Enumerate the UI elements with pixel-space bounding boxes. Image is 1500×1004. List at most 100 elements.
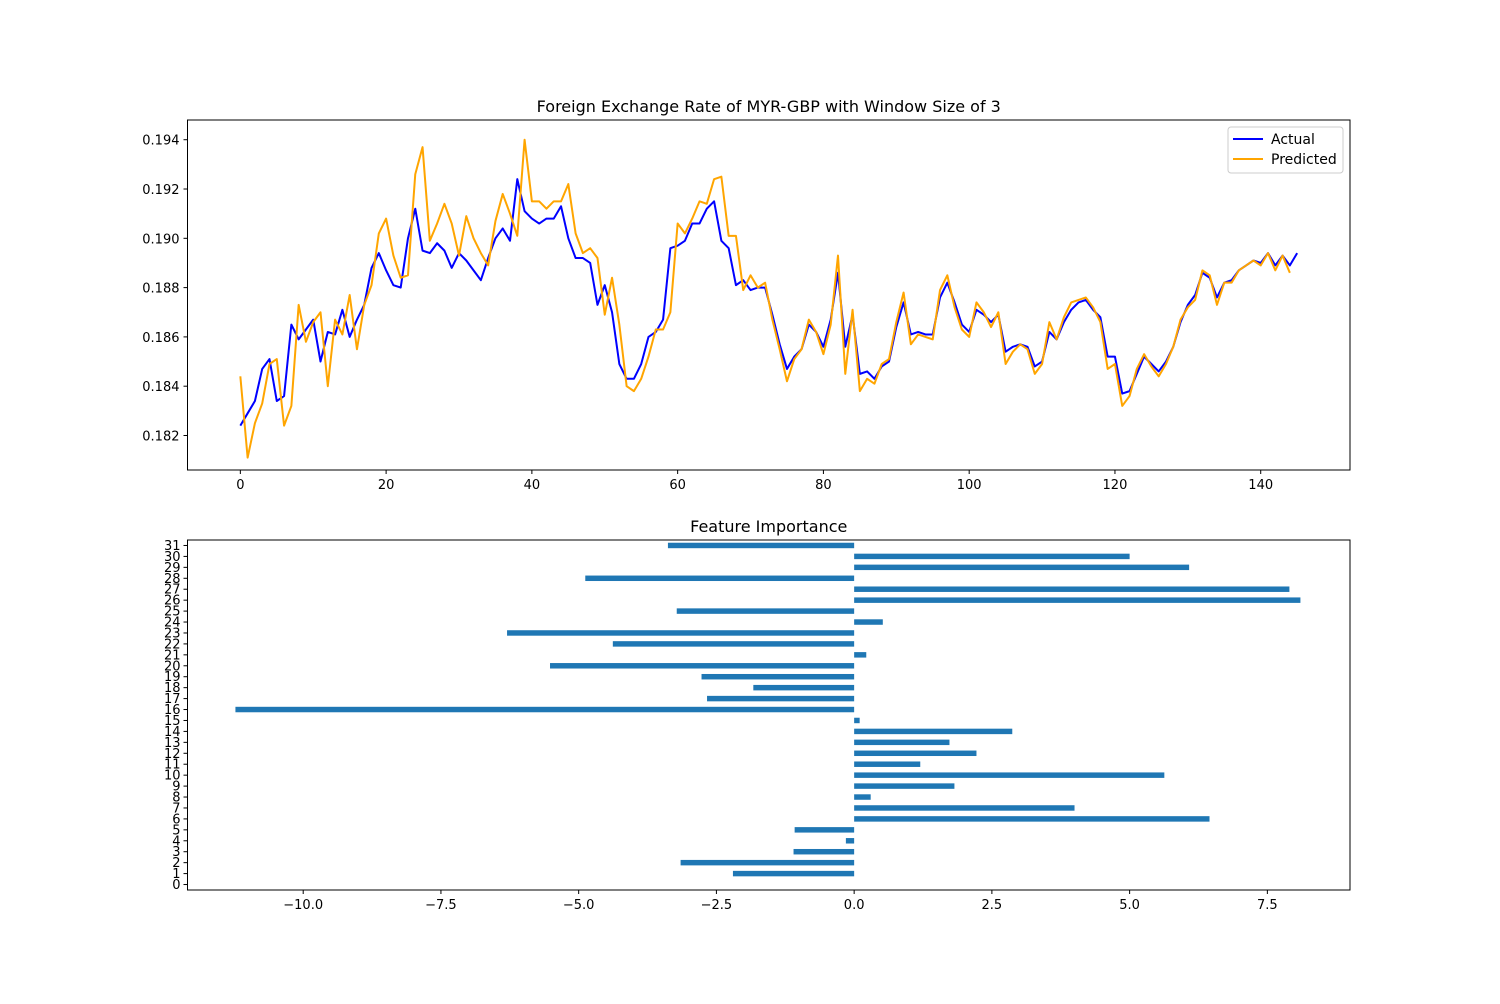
bar-y-tick-label: 25 bbox=[164, 605, 181, 620]
bar-layer bbox=[235, 542, 1301, 877]
feature-bar-13 bbox=[854, 739, 950, 746]
feature-bar-10 bbox=[854, 772, 1165, 778]
bar-y-tick-label: 22 bbox=[164, 637, 181, 652]
bar-y-tick-label: 31 bbox=[164, 539, 181, 554]
feature-bar-7 bbox=[854, 805, 1075, 811]
bar-y-tick-label: 4 bbox=[172, 834, 180, 849]
feature-bar-26 bbox=[854, 597, 1301, 603]
bar-x-tick-label: −2.5 bbox=[701, 898, 733, 913]
feature-bar-8 bbox=[854, 794, 871, 800]
feature-bar-6 bbox=[854, 816, 1210, 822]
feature-bar-20 bbox=[550, 663, 855, 669]
line-y-tick-label: 0.184 bbox=[142, 380, 179, 395]
legend-label-predicted: Predicted bbox=[1271, 152, 1337, 168]
bar-y-tick-label: 18 bbox=[164, 681, 181, 696]
line-y-tick-label: 0.190 bbox=[142, 232, 179, 247]
bar-y-tick-label: 20 bbox=[164, 659, 181, 674]
feature-bar-27 bbox=[854, 586, 1290, 592]
feature-bar-31 bbox=[667, 542, 855, 549]
line-y-tick-label: 0.188 bbox=[142, 282, 179, 297]
feature-bar-17 bbox=[707, 695, 855, 702]
line-series-layer bbox=[239, 138, 1299, 459]
bar-y-tick-label: 0 bbox=[172, 878, 180, 893]
feature-bar-23 bbox=[507, 630, 855, 636]
feature-bar-1 bbox=[732, 870, 855, 877]
bar-y-tick-label: 2 bbox=[172, 856, 180, 871]
line-y-tick-label: 0.192 bbox=[142, 183, 179, 198]
line-y-axis: 0.182 0.184 0.186 0.188 0.190 0.192 0.194 bbox=[142, 134, 188, 444]
bar-y-tick-label: 17 bbox=[164, 692, 181, 707]
feature-bar-16 bbox=[235, 706, 855, 713]
feature-bar-22 bbox=[612, 641, 855, 647]
bar-x-tick-label: −5.0 bbox=[563, 898, 595, 913]
legend: Actual Predicted bbox=[1227, 126, 1344, 174]
bar-chart-title: Feature Importance bbox=[690, 517, 847, 536]
bar-y-tick-label: 14 bbox=[164, 725, 181, 740]
bar-y-tick-label: 27 bbox=[164, 583, 181, 598]
bar-y-tick-label: 26 bbox=[164, 594, 181, 609]
bar-y-tick-label: 24 bbox=[164, 616, 181, 631]
feature-bar-2 bbox=[680, 859, 855, 866]
line-x-tick-label: 140 bbox=[1248, 478, 1273, 493]
feature-bar-9 bbox=[854, 783, 955, 789]
bar-y-tick-label: 9 bbox=[172, 780, 180, 795]
line-chart: Foreign Exchange Rate of MYR-GBP with Wi… bbox=[142, 97, 1351, 493]
bar-y-tick-label: 1 bbox=[172, 867, 180, 882]
feature-bar-4 bbox=[845, 838, 855, 844]
feature-bar-21 bbox=[854, 652, 867, 658]
bar-x-tick-label: −7.5 bbox=[425, 898, 457, 913]
feature-bar-12 bbox=[854, 750, 977, 757]
bar-y-tick-label: 8 bbox=[172, 791, 180, 806]
feature-bar-18 bbox=[753, 684, 855, 691]
line-x-tick-label: 0 bbox=[236, 478, 244, 493]
legend-label-actual: Actual bbox=[1271, 132, 1315, 148]
bar-chart-frame bbox=[187, 539, 1351, 891]
feature-bar-3 bbox=[793, 848, 855, 855]
bar-y-tick-label: 5 bbox=[172, 823, 180, 838]
bar-y-tick-label: 7 bbox=[172, 801, 180, 816]
bar-x-axis: −10.0 −7.5 −5.0 −2.5 0.0 2.5 5.0 7.5 bbox=[283, 890, 1278, 913]
line-x-axis: 0 20 40 60 80 100 120 140 bbox=[236, 470, 1273, 493]
bar-y-tick-label: 12 bbox=[164, 747, 181, 762]
line-y-tick-label: 0.182 bbox=[142, 429, 179, 444]
line-x-tick-label: 60 bbox=[669, 478, 686, 493]
line-x-tick-label: 20 bbox=[378, 478, 395, 493]
bar-x-tick-label: 2.5 bbox=[982, 898, 1003, 913]
line-chart-frame bbox=[187, 119, 1351, 471]
bar-y-tick-label: 29 bbox=[164, 561, 181, 576]
bar-chart: Feature Importance −10.0 −7.5 −5.0 −2.5 0.0 2… bbox=[164, 517, 1351, 913]
bar-y-tick-label: 11 bbox=[164, 758, 181, 773]
feature-bar-24 bbox=[854, 619, 883, 625]
line-y-tick-label: 0.186 bbox=[142, 331, 179, 346]
bar-y-tick-label: 13 bbox=[164, 736, 181, 751]
bar-y-tick-label: 28 bbox=[164, 572, 181, 587]
series-line-predicted bbox=[239, 138, 1291, 459]
line-x-tick-label: 80 bbox=[815, 478, 832, 493]
feature-bar-11 bbox=[854, 761, 921, 767]
line-chart-title: Foreign Exchange Rate of MYR-GBP with Wi… bbox=[537, 97, 1001, 116]
bar-x-tick-label: 5.0 bbox=[1119, 898, 1140, 913]
feature-bar-28 bbox=[585, 575, 855, 582]
feature-bar-14 bbox=[854, 728, 1013, 735]
bar-y-tick-label: 23 bbox=[164, 626, 181, 641]
bar-x-tick-label: 7.5 bbox=[1257, 898, 1278, 913]
bar-x-tick-label: 0.0 bbox=[844, 898, 865, 913]
line-y-tick-label: 0.194 bbox=[142, 134, 179, 149]
bar-x-tick-label: −10.0 bbox=[283, 898, 323, 913]
bar-y-tick-label: 15 bbox=[164, 714, 181, 729]
bar-y-tick-label: 16 bbox=[164, 703, 181, 718]
bar-y-tick-label: 6 bbox=[172, 812, 180, 827]
bar-y-tick-label: 3 bbox=[172, 845, 180, 860]
line-x-tick-label: 40 bbox=[524, 478, 541, 493]
bar-y-tick-label: 19 bbox=[164, 670, 181, 685]
feature-bar-19 bbox=[701, 673, 855, 680]
bar-y-tick-label: 30 bbox=[164, 550, 181, 565]
bar-y-tick-label: 21 bbox=[164, 648, 181, 663]
feature-bar-5 bbox=[794, 827, 855, 833]
bar-y-axis: 0123456789101112131415161718192021222324… bbox=[164, 539, 188, 893]
feature-bar-30 bbox=[854, 553, 1130, 560]
bar-y-tick-label: 10 bbox=[164, 769, 181, 784]
feature-bar-29 bbox=[854, 564, 1190, 571]
